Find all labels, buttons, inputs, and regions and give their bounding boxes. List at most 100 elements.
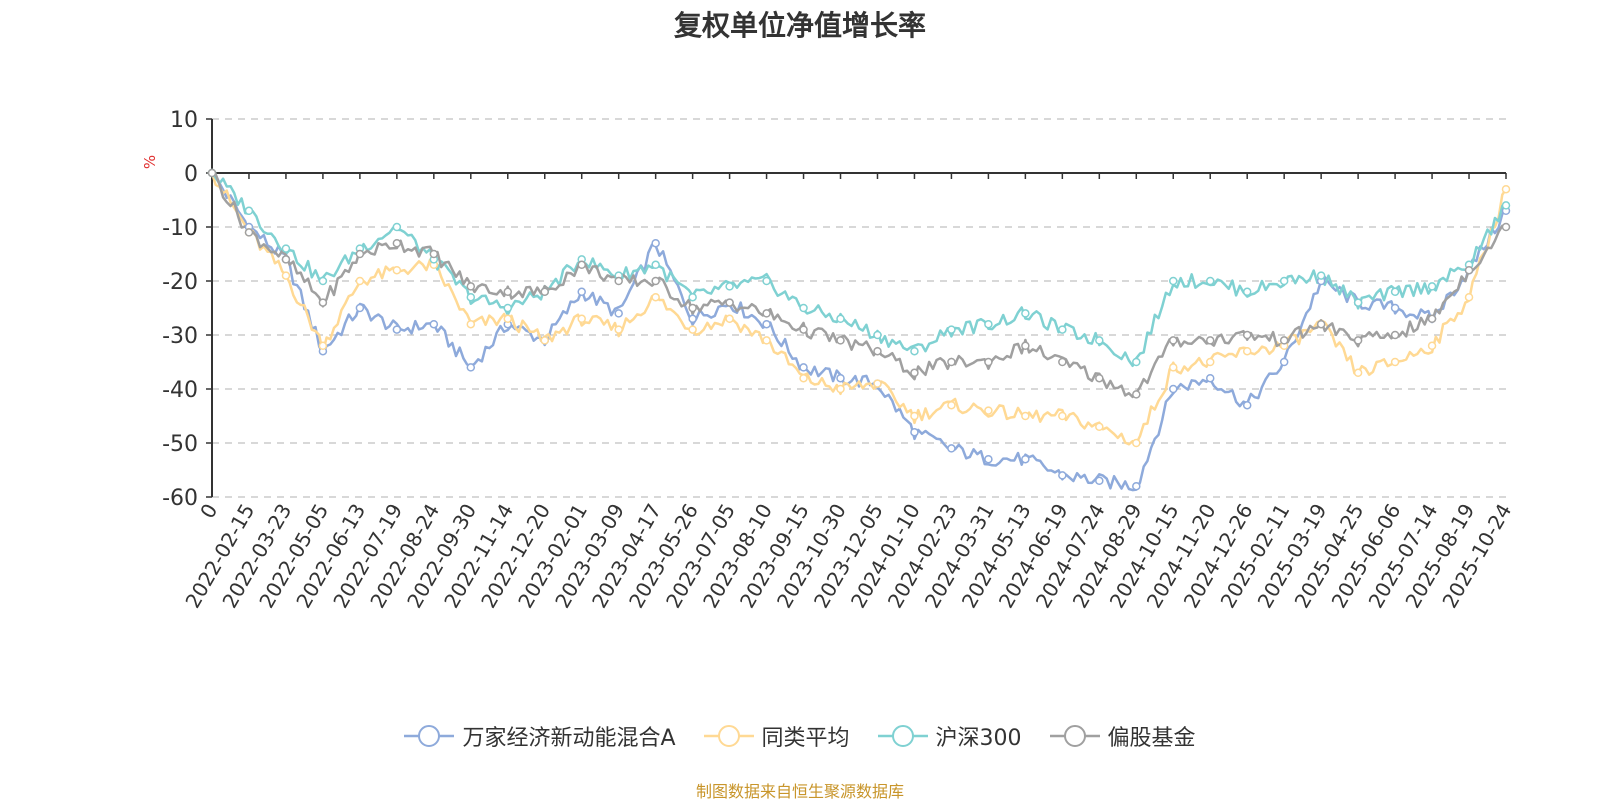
x-tick-label: 0	[195, 500, 222, 523]
data-point	[947, 400, 956, 410]
data-point	[1021, 341, 1030, 351]
y-tick-label: -40	[162, 378, 198, 403]
data-point	[1132, 438, 1141, 448]
data-point	[1501, 201, 1511, 210]
data-point	[688, 303, 697, 313]
data-point	[540, 287, 549, 297]
data-point	[1205, 336, 1215, 345]
legend-label: 同类平均	[761, 726, 850, 751]
y-tick-label: 0	[184, 162, 198, 187]
data-point	[947, 325, 956, 334]
data-point	[984, 454, 993, 464]
data-point	[984, 319, 993, 329]
data-point	[281, 255, 291, 264]
series-line-1	[210, 172, 1508, 446]
data-point	[503, 303, 513, 313]
data-point	[651, 260, 660, 270]
y-tick-label: -30	[162, 324, 198, 349]
data-point	[466, 282, 476, 291]
series-line-0	[211, 171, 1507, 492]
data-point	[1279, 276, 1289, 286]
data-point	[1058, 411, 1067, 421]
data-point	[762, 319, 771, 329]
legend-item[interactable]: 万家经济新动能混合A	[404, 720, 676, 752]
data-point	[799, 373, 808, 383]
data-point	[762, 276, 771, 286]
data-point	[762, 309, 771, 318]
legend-label: 偏股基金	[1107, 726, 1196, 751]
data-point	[1464, 292, 1474, 302]
data-point	[688, 325, 697, 334]
data-point	[836, 336, 845, 345]
legend-label: 沪深300	[935, 726, 1022, 751]
data-point	[1169, 336, 1178, 345]
data-point	[836, 384, 845, 394]
gridlines	[212, 118, 1506, 498]
data-point	[244, 206, 254, 216]
data-point	[1242, 330, 1252, 340]
data-point	[1095, 422, 1104, 432]
data-point	[984, 357, 993, 367]
data-point	[503, 314, 513, 324]
y-tick-label: -50	[162, 432, 198, 457]
legend-line-marker-icon	[1049, 725, 1100, 747]
y-tick-label: -20	[162, 270, 198, 295]
data-point	[651, 238, 660, 248]
data-point	[688, 314, 697, 324]
data-point	[1058, 471, 1067, 480]
data-point	[799, 325, 808, 334]
data-point	[466, 319, 476, 329]
data-point	[577, 260, 586, 270]
data-point	[1501, 184, 1511, 194]
data-point	[392, 265, 402, 275]
data-point	[651, 276, 660, 286]
data-point	[1021, 411, 1030, 421]
data-point	[503, 287, 513, 297]
data-point	[1501, 222, 1511, 232]
y-tick-label: 10	[170, 108, 198, 133]
data-point	[392, 222, 402, 232]
data-point	[1279, 357, 1289, 367]
data-point	[910, 427, 919, 437]
data-point	[355, 249, 365, 259]
y-tick-label: -60	[162, 486, 198, 511]
data-point	[725, 314, 734, 324]
data-point	[725, 298, 734, 307]
data-point	[651, 292, 660, 302]
legend-item[interactable]: 同类平均	[703, 720, 850, 752]
data-point	[1353, 336, 1363, 345]
data-point	[1390, 287, 1400, 297]
data-point	[1242, 400, 1252, 410]
legend-item[interactable]: 偏股基金	[1049, 720, 1196, 752]
data-point	[466, 363, 476, 372]
data-point	[799, 363, 808, 372]
data-point	[1390, 330, 1400, 340]
data-point	[947, 444, 956, 453]
data-point	[799, 303, 808, 313]
data-point	[1353, 368, 1363, 378]
data-point	[873, 346, 882, 356]
data-point	[1242, 287, 1252, 297]
data-point	[910, 346, 919, 356]
data-point	[873, 379, 882, 388]
data-point	[1132, 481, 1141, 491]
data-point	[577, 287, 586, 297]
data-point	[1132, 390, 1141, 399]
chart-title: 复权单位净值增长率	[673, 9, 926, 42]
y-axis-label: %	[141, 155, 159, 169]
data-point	[540, 336, 549, 345]
legend-item[interactable]: 沪深300	[877, 720, 1022, 752]
data-point	[1095, 373, 1104, 383]
data-point	[984, 406, 993, 415]
data-point	[1058, 325, 1067, 334]
data-point	[318, 298, 328, 307]
data-point	[1169, 276, 1178, 286]
series-lines	[210, 171, 1508, 492]
data-point	[466, 292, 476, 302]
data-point	[614, 309, 623, 318]
data-point	[281, 244, 291, 253]
data-point	[1427, 314, 1437, 324]
data-point	[392, 238, 402, 248]
data-point	[947, 357, 956, 367]
data-point	[1205, 357, 1215, 367]
